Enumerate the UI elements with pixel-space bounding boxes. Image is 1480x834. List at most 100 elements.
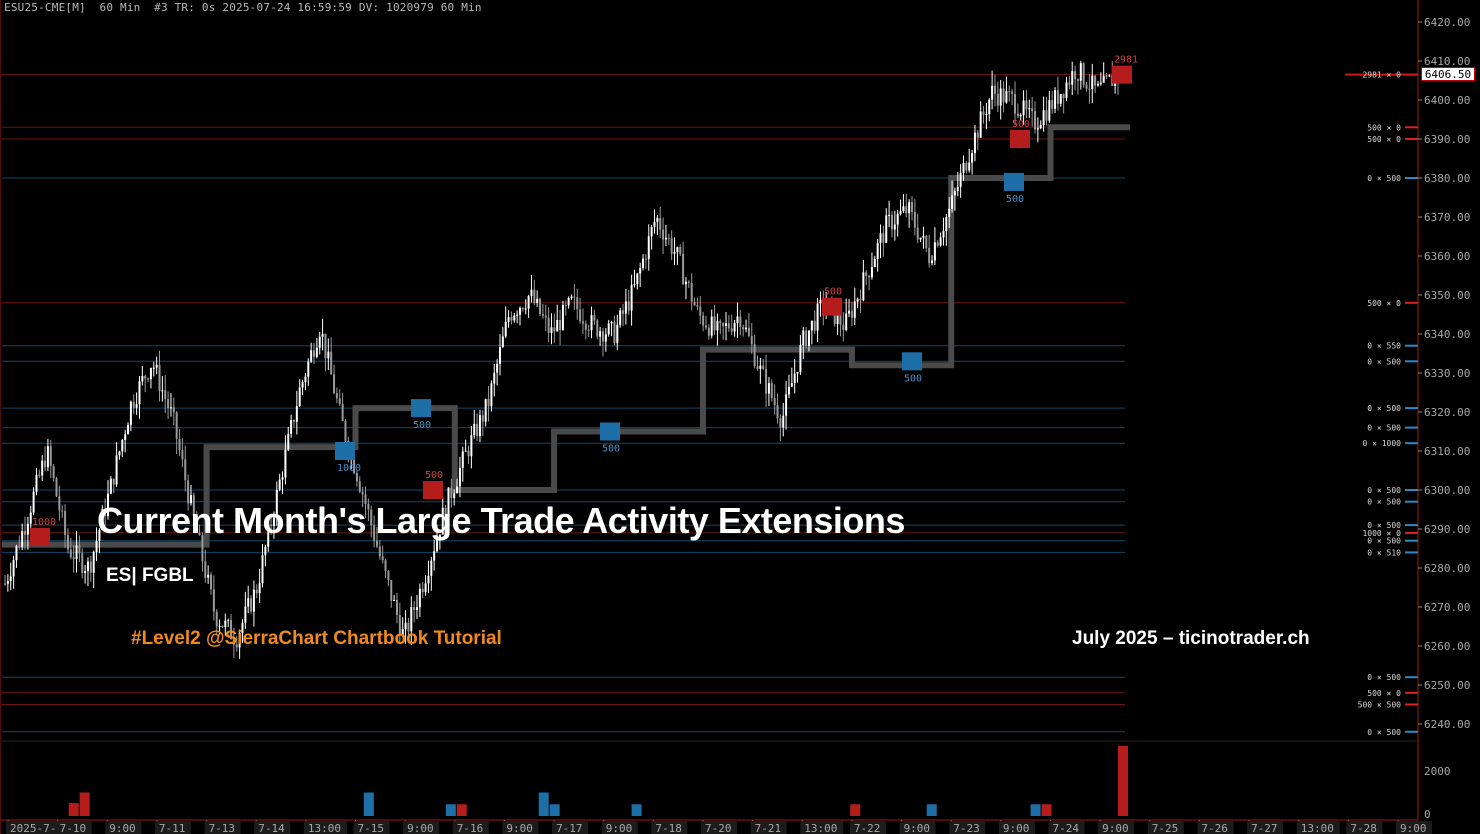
dom-level-label: 0 × 500 — [1367, 537, 1401, 546]
dom-level-label: 0 × 500 — [1367, 357, 1401, 366]
candle-body — [739, 316, 742, 327]
candle-body — [401, 629, 404, 636]
time-tick-label: 9:00 — [506, 822, 533, 834]
time-tick-label: 7-14 — [258, 822, 285, 834]
candle-body — [232, 639, 235, 645]
candle-body — [1034, 111, 1037, 130]
symbol-label[interactable]: ESU25-CME[M] — [4, 1, 86, 14]
volume-bar — [549, 804, 560, 816]
candle-body — [519, 308, 522, 315]
candle-body — [953, 191, 956, 196]
dom-level-label: 0 × 500 — [1367, 673, 1401, 682]
candle-body — [973, 132, 976, 154]
candle-body — [55, 478, 58, 497]
candle-body — [158, 364, 161, 392]
price-tick-label: 6370.00 — [1424, 211, 1470, 224]
time-tick-label: 2025-7-9 — [10, 822, 63, 834]
time-label-bg — [849, 821, 886, 834]
candle-body — [267, 524, 270, 547]
candle-body — [636, 273, 639, 285]
candle-body — [427, 575, 430, 584]
time-label-bg — [254, 821, 291, 834]
time-label-bg — [6, 821, 70, 834]
time-tick-label: 9:00 — [407, 822, 434, 834]
candle-body — [933, 242, 936, 261]
candle-body — [324, 333, 327, 359]
candle-body — [1022, 100, 1025, 116]
time-tick-label: 9:00 — [606, 822, 633, 834]
candle-body — [1013, 93, 1016, 114]
candle-body — [310, 350, 313, 362]
candle-body — [951, 195, 954, 209]
dom-level-label: 0 × 510 — [1367, 548, 1401, 557]
candle-body — [210, 574, 213, 590]
candle-body — [315, 347, 318, 357]
candle-body — [410, 607, 413, 632]
candle-body — [32, 491, 35, 513]
candle-body — [736, 316, 739, 324]
candle-body — [507, 317, 510, 322]
candle-body — [395, 599, 398, 615]
candle-body — [44, 460, 47, 468]
dom-level-label: 500 × 0 — [1367, 299, 1401, 308]
price-tick-label: 6270.00 — [1424, 601, 1470, 614]
candle-body — [593, 315, 596, 321]
candle-body — [905, 206, 908, 214]
time-label-bg — [701, 821, 737, 834]
candle-body — [9, 576, 12, 582]
candle-body — [1008, 91, 1011, 93]
candle-body — [1082, 63, 1085, 85]
large-trade-label: 500 — [904, 373, 922, 384]
candle-body — [49, 446, 52, 467]
candle-body — [178, 438, 181, 451]
time-tick-label: 7-22 — [854, 822, 881, 834]
candle-body — [876, 243, 879, 260]
candle-body — [481, 415, 484, 422]
candle-body — [982, 111, 985, 115]
candle-body — [261, 555, 264, 584]
price-tick-label: 6290.00 — [1424, 523, 1470, 536]
candle-body — [870, 267, 873, 278]
price-tick-label: 6280.00 — [1424, 562, 1470, 575]
candle-body — [945, 217, 948, 232]
candle-body — [541, 314, 544, 316]
candle-body — [845, 313, 848, 330]
large-trade-label: 1000 — [32, 517, 56, 528]
price-tick-label: 6250.00 — [1424, 679, 1470, 692]
time-label-bg — [403, 821, 440, 834]
time-label-bg — [1147, 821, 1184, 834]
candle-body — [653, 221, 656, 228]
candle-body — [195, 516, 198, 533]
candle-body — [35, 474, 38, 492]
candle-body — [527, 296, 530, 309]
candle-body — [1019, 115, 1022, 117]
candle-body — [810, 320, 813, 331]
candle-body — [498, 347, 501, 364]
candle-body — [510, 317, 513, 321]
candle-body — [922, 235, 925, 238]
dom-level-label: 500 × 0 — [1367, 135, 1401, 144]
candle-body — [539, 298, 542, 315]
time-label-bg — [55, 821, 92, 834]
candle-body — [135, 404, 138, 408]
price-tick-label: 6300.00 — [1424, 484, 1470, 497]
candle-body — [115, 455, 118, 485]
candle-body — [607, 323, 610, 335]
candle-body — [287, 433, 290, 450]
candle-body — [129, 401, 132, 425]
candle-body — [467, 450, 470, 457]
candle-body — [707, 327, 710, 336]
candle-body — [639, 268, 642, 274]
candle-body — [547, 317, 550, 333]
candle-body — [393, 599, 396, 601]
large-trade-box — [335, 442, 355, 460]
candle-body — [258, 583, 261, 594]
candle-body — [756, 366, 759, 369]
candle-body — [773, 398, 776, 406]
candle-body — [418, 588, 421, 608]
candle-body — [112, 478, 115, 485]
candle-body — [493, 372, 496, 384]
volume-tick-label: 2000 — [1424, 765, 1451, 778]
candle-body — [799, 345, 802, 373]
